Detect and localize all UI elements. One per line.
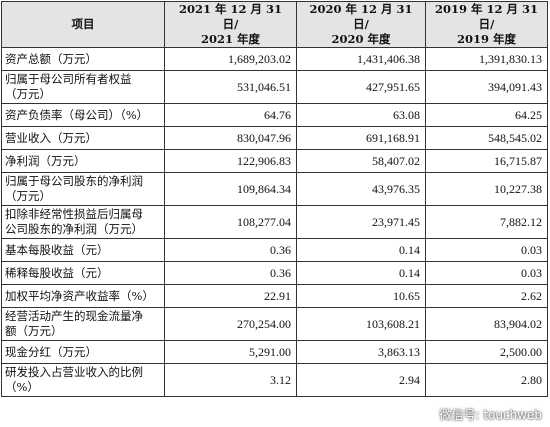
row-label: 现金分红（万元）	[1, 340, 165, 364]
header-2021: 2021 年 12 月 31 日/ 2021 年度	[164, 1, 297, 48]
row-label-line: 归属于母公司所有者权益	[5, 72, 132, 86]
value-2019: 0.03	[425, 238, 548, 262]
value-2020: 0.14	[296, 238, 426, 262]
row-label-line: 扣除非经常性损益后归属母	[5, 207, 143, 221]
header-2020: 2020 年 12 月 31 日/ 2020 年度	[296, 1, 426, 48]
row-label-line: 额（万元）	[5, 324, 63, 338]
row-label-line: 加权平均净资产收益率（%）	[5, 288, 154, 303]
value-2020: 58,407.02	[296, 149, 426, 173]
value-2019: 7,882.12	[425, 205, 548, 239]
value-2021: 109,864.34	[164, 172, 297, 206]
table-row: 营业收入（万元） 830,047.96 691,168.91 548,545.02	[1, 126, 548, 150]
table-row: 研发投入占营业收入的比例 （%） 3.12 2.94 2.80	[1, 363, 548, 397]
value-2021: 22.91	[164, 284, 297, 308]
value-2021: 64.76	[164, 103, 297, 127]
row-label: 资产总额（万元）	[1, 47, 165, 71]
row-label-line: 稀释每股收益（元）	[5, 265, 109, 280]
value-2019: 0.03	[425, 261, 548, 285]
table-row: 稀释每股收益（元） 0.36 0.14 0.03	[1, 261, 548, 285]
value-2021: 830,047.96	[164, 126, 297, 150]
value-2020: 63.08	[296, 103, 426, 127]
header-row: 项目 2021 年 12 月 31 日/ 2021 年度 2020 年 12 月…	[1, 1, 548, 48]
table-row: 归属于母公司所有者权益 （万元） 531,046.51 427,951.65 394,0…	[1, 70, 548, 104]
watermark: 微信号: touchweb	[417, 406, 542, 423]
row-label-line: 资产负债率（母公司）（%）	[5, 107, 149, 122]
row-label-line: 经营活动产生的现金流量净	[5, 309, 143, 323]
row-label: 资产负债率（母公司）（%）	[1, 103, 165, 127]
value-2019: 2.80	[425, 363, 548, 397]
header-2021-line2: 2021 年度	[200, 32, 260, 46]
row-label: 扣除非经常性损益后归属母 公司股东的净利润（万元）	[1, 205, 165, 239]
value-2019: 83,904.02	[425, 307, 548, 341]
row-label-line: 公司股东的净利润（万元）	[5, 222, 143, 236]
row-label-line: 研发投入占营业收入的比例	[5, 365, 143, 379]
header-2019-line1: 2019 年 12 月 31 日/	[434, 2, 539, 31]
value-2021: 0.36	[164, 261, 297, 285]
table-row: 经营活动产生的现金流量净 额（万元） 270,254.00 103,608.21 83,…	[1, 307, 548, 341]
row-label: 研发投入占营业收入的比例 （%）	[1, 363, 165, 397]
value-2019: 548,545.02	[425, 126, 548, 150]
table-row: 基本每股收益（元） 0.36 0.14 0.03	[1, 238, 548, 262]
value-2021: 531,046.51	[164, 70, 297, 104]
row-label-line: 归属于母公司股东的净利润	[5, 174, 143, 188]
value-2021: 108,277.04	[164, 205, 297, 239]
value-2020: 691,168.91	[296, 126, 426, 150]
value-2019: 16,715.87	[425, 149, 548, 173]
financial-table: 项目 2021 年 12 月 31 日/ 2021 年度 2020 年 12 月…	[1, 1, 548, 397]
row-label: 营业收入（万元）	[1, 126, 165, 150]
row-label: 基本每股收益（元）	[1, 238, 165, 262]
value-2021: 5,291.00	[164, 340, 297, 364]
watermark-text: 微信号: touchweb	[439, 408, 542, 422]
row-label-line: 资产总额（万元）	[5, 51, 97, 66]
value-2019: 394,091.43	[425, 70, 548, 104]
value-2020: 43,976.35	[296, 172, 426, 206]
row-label-line: （%）	[5, 380, 39, 394]
value-2021: 270,254.00	[164, 307, 297, 341]
value-2019: 2.62	[425, 284, 548, 308]
value-2021: 122,906.83	[164, 149, 297, 173]
table-body: 资产总额（万元） 1,689,203.02 1,431,406.38 1,391,83…	[1, 47, 548, 397]
row-label: 归属于母公司股东的净利润 （万元）	[1, 172, 165, 206]
table-row: 资产总额（万元） 1,689,203.02 1,431,406.38 1,391,83…	[1, 47, 548, 71]
row-label: 净利润（万元）	[1, 149, 165, 173]
value-2020: 103,608.21	[296, 307, 426, 341]
value-2021: 0.36	[164, 238, 297, 262]
table-row: 资产负债率（母公司）（%） 64.76 63.08 64.25	[1, 103, 548, 127]
table-row: 归属于母公司股东的净利润 （万元） 109,864.34 43,976.35 10,22…	[1, 172, 548, 206]
header-2019-line2: 2019 年度	[456, 32, 516, 46]
row-label-line: 营业收入（万元）	[5, 130, 97, 145]
row-label-line: 现金分红（万元）	[5, 344, 97, 359]
value-2019: 1,391,830.13	[425, 47, 548, 71]
row-label: 经营活动产生的现金流量净 额（万元）	[1, 307, 165, 341]
value-2020: 10.65	[296, 284, 426, 308]
header-2021-line1: 2021 年 12 月 31 日/	[178, 2, 283, 31]
value-2020: 1,431,406.38	[296, 47, 426, 71]
row-label-line: 基本每股收益（元）	[5, 242, 109, 257]
value-2020: 427,951.65	[296, 70, 426, 104]
value-2021: 1,689,203.02	[164, 47, 297, 71]
header-2020-line2: 2020 年度	[331, 32, 391, 46]
row-label: 归属于母公司所有者权益 （万元）	[1, 70, 165, 104]
value-2020: 3,863.13	[296, 340, 426, 364]
row-label-line: （万元）	[5, 189, 51, 203]
row-label-line: 净利润（万元）	[5, 153, 86, 168]
value-2021: 3.12	[164, 363, 297, 397]
header-2019: 2019 年 12 月 31 日/ 2019 年度	[425, 1, 548, 48]
table-row: 净利润（万元） 122,906.83 58,407.02 16,715.87	[1, 149, 548, 173]
table-row: 扣除非经常性损益后归属母 公司股东的净利润（万元） 108,277.04 23,971…	[1, 205, 548, 239]
row-label: 加权平均净资产收益率（%）	[1, 284, 165, 308]
table-row: 加权平均净资产收益率（%） 22.91 10.65 2.62	[1, 284, 548, 308]
value-2019: 2,500.00	[425, 340, 548, 364]
value-2020: 23,971.45	[296, 205, 426, 239]
row-label: 稀释每股收益（元）	[1, 261, 165, 285]
value-2020: 0.14	[296, 261, 426, 285]
value-2020: 2.94	[296, 363, 426, 397]
header-2020-line1: 2020 年 12 月 31 日/	[309, 2, 413, 31]
wechat-icon	[418, 407, 435, 421]
table-row: 现金分红（万元） 5,291.00 3,863.13 2,500.00	[1, 340, 548, 364]
value-2019: 64.25	[425, 103, 548, 127]
row-label-line: （万元）	[5, 87, 51, 101]
header-item: 项目	[1, 1, 165, 48]
value-2019: 10,227.38	[425, 172, 548, 206]
